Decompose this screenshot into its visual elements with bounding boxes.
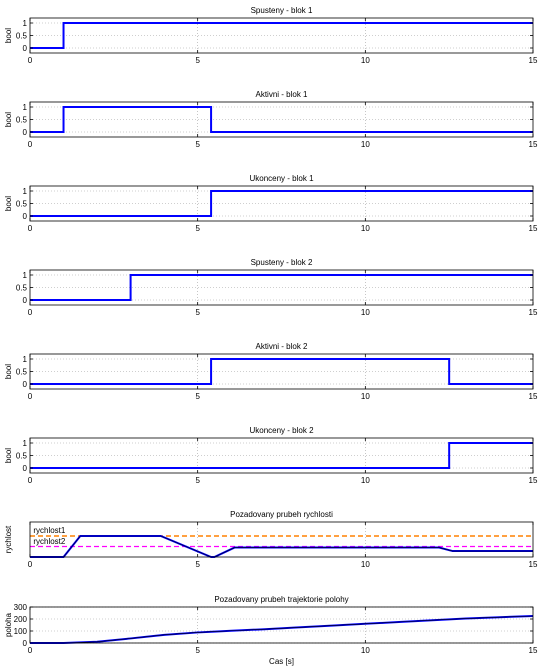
y-tick-label: 0.5 [16, 116, 28, 125]
x-tick-label: 15 [529, 224, 538, 233]
y-axis-label: poloha [4, 612, 13, 637]
y-tick-label: 0 [23, 128, 28, 137]
series-group [30, 190, 533, 217]
y-tick-label: 200 [14, 615, 28, 624]
chart-title: Aktivni - blok 1 [255, 90, 308, 99]
chart-title: Ukonceny - blok 2 [249, 426, 314, 435]
x-tick-label: 0 [28, 560, 33, 569]
chart-panel-4: 0 5 10 15 0 0.5 1 Spusteny - blok 2 [16, 258, 538, 317]
x-tick-label: 15 [529, 392, 538, 401]
series-group [30, 358, 533, 385]
x-tick-label: 15 [529, 560, 538, 569]
y-tick-label: 1 [23, 187, 28, 196]
y-tick-label: 1 [23, 19, 28, 28]
x-tick-label: 10 [361, 476, 370, 485]
series-group [30, 442, 533, 469]
x-tick-label: 5 [195, 56, 200, 65]
axes-box [29, 606, 534, 644]
y-axis-label: bool [4, 112, 13, 127]
y-tick-label: 0.5 [16, 452, 28, 461]
x-tick-label: 10 [361, 560, 370, 569]
y-tick-label: 0.5 [16, 32, 28, 41]
chart-panel-5: 0 5 10 15 0 0.5 1 Aktivni - blok 2 bool [4, 342, 538, 401]
x-tick-label: 15 [529, 476, 538, 485]
series-group [30, 615, 533, 644]
series-line-1 [30, 274, 533, 301]
y-tick-label: 0 [23, 380, 28, 389]
chart-title: Ukonceny - blok 1 [249, 174, 314, 183]
y-tick-label: 1 [23, 439, 28, 448]
x-tick-label: 15 [529, 646, 538, 655]
series-group [30, 535, 533, 558]
y-axis-label: bool [4, 364, 13, 379]
chart-title: Pozadovany prubeh trajektorie polohy [214, 595, 348, 604]
series-line-2 [30, 615, 533, 644]
series-line-1 [30, 358, 533, 385]
y-tick-label: 1 [23, 271, 28, 280]
y-tick-label: 300 [14, 603, 28, 612]
x-tick-label: 5 [195, 224, 200, 233]
y-tick-label: 100 [14, 627, 28, 636]
axes-box [29, 521, 534, 558]
x-tick-label: 0 [28, 646, 33, 655]
x-tick-label: 5 [195, 646, 200, 655]
chart-title: Aktivni - blok 2 [255, 342, 308, 351]
series-annotation: rychlost1 [33, 526, 66, 535]
chart-panel-6: 0 5 10 15 0 0.5 1 Ukonceny - blok 2 bool [4, 426, 538, 485]
x-tick-label: 0 [28, 476, 33, 485]
series-line-1 [30, 106, 533, 133]
y-tick-label: 0 [23, 639, 28, 648]
chart-title: Spusteny - blok 1 [251, 6, 313, 15]
x-tick-label: 10 [361, 56, 370, 65]
x-tick-label: 0 [28, 140, 33, 149]
chart-panel-7: 0 5 10 15 Pozadovany prubeh rychlosti rychlos… [4, 510, 538, 569]
x-tick-label: 10 [361, 224, 370, 233]
y-tick-label: 0 [23, 212, 28, 221]
x-tick-label: 10 [361, 646, 370, 655]
series-line-1 [30, 22, 533, 49]
x-tick-label: 0 [28, 308, 33, 317]
y-tick-label: 1 [23, 355, 28, 364]
chart-panel-8: 0 5 10 15 0 100 200 300 Pozadovany prubeh trajek… [4, 595, 538, 666]
chart-panel-3: 0 5 10 15 0 0.5 1 Ukonceny - blok 1 bool [4, 174, 538, 233]
y-axis-label: rychlost [4, 525, 13, 553]
x-axis-label: Cas [s] [269, 657, 294, 666]
y-tick-label: 0.5 [16, 200, 28, 209]
series-annotation: rychlost2 [33, 537, 66, 546]
y-tick-label: 1 [23, 103, 28, 112]
x-tick-label: 5 [195, 560, 200, 569]
series-line-1 [30, 615, 533, 644]
x-tick-label: 5 [195, 476, 200, 485]
chart-panel-1: 0 5 10 15 0 0.5 1 Spusteny - blok 1 bool [4, 6, 538, 65]
x-tick-label: 10 [361, 308, 370, 317]
y-axis-label: bool [4, 196, 13, 211]
x-tick-label: 10 [361, 392, 370, 401]
series-group [30, 274, 533, 301]
chart-title: Spusteny - blok 2 [251, 258, 313, 267]
y-axis-label: bool [4, 448, 13, 463]
y-axis-label: bool [4, 28, 13, 43]
y-tick-label: 0.5 [16, 368, 28, 377]
x-tick-label: 0 [28, 224, 33, 233]
series-group [30, 106, 533, 133]
y-tick-label: 0 [23, 44, 28, 53]
x-tick-label: 0 [28, 392, 33, 401]
x-tick-label: 10 [361, 140, 370, 149]
y-tick-label: 0 [23, 464, 28, 473]
x-tick-label: 5 [195, 308, 200, 317]
y-tick-label: 0 [23, 296, 28, 305]
y-tick-label: 0.5 [16, 284, 28, 293]
x-tick-label: 15 [529, 308, 538, 317]
x-tick-label: 15 [529, 140, 538, 149]
series-group [30, 22, 533, 49]
series-line-1 [30, 190, 533, 217]
chart-panel-2: 0 5 10 15 0 0.5 1 Aktivni - blok 1 bool [4, 90, 538, 149]
chart-title: Pozadovany prubeh rychlosti [230, 510, 333, 519]
x-tick-label: 0 [28, 56, 33, 65]
x-tick-label: 5 [195, 392, 200, 401]
x-tick-label: 15 [529, 56, 538, 65]
series-line-1 [30, 442, 533, 469]
x-tick-label: 5 [195, 140, 200, 149]
